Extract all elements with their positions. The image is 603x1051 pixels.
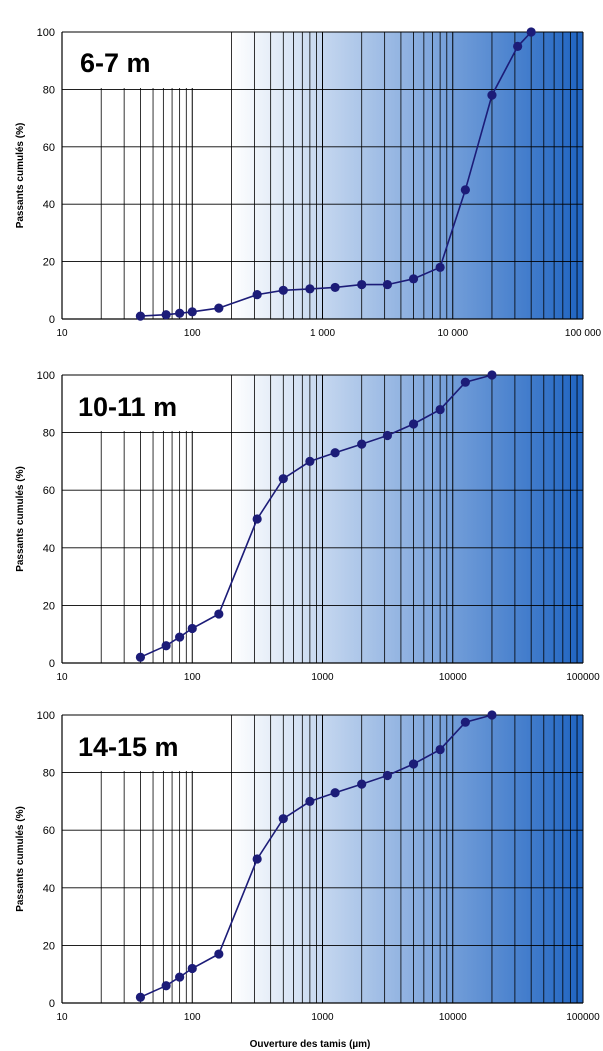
- y-tick-label: 80: [43, 84, 55, 96]
- data-point: [252, 514, 262, 524]
- data-point: [161, 641, 171, 651]
- data-point: [305, 284, 315, 294]
- x-tick-label: 10: [56, 328, 68, 339]
- data-point: [305, 456, 315, 466]
- y-tick-label: 60: [43, 485, 55, 497]
- data-point: [278, 814, 288, 824]
- data-point: [252, 290, 262, 300]
- depth-label: 14-15 m: [78, 732, 179, 762]
- x-tick-label: 10000: [439, 672, 467, 683]
- data-point: [408, 759, 419, 769]
- data-point: [408, 419, 419, 429]
- data-point: [357, 779, 367, 789]
- data-point: [305, 796, 315, 807]
- x-tick-label: 100: [184, 328, 201, 339]
- y-tick-label: 40: [43, 199, 55, 211]
- depth-label-box: [62, 33, 193, 88]
- data-point: [382, 430, 393, 441]
- data-point: [214, 609, 224, 619]
- y-tick-label: 100: [37, 370, 55, 382]
- data-point: [187, 963, 197, 974]
- y-tick-label: 0: [49, 998, 55, 1010]
- y-tick-label: 100: [37, 710, 55, 722]
- data-point: [487, 90, 497, 100]
- data-point: [526, 27, 536, 37]
- data-point: [330, 788, 340, 798]
- y-tick-label: 40: [43, 543, 55, 555]
- depth-label-box: [62, 716, 212, 771]
- x-tick-label: 100: [184, 672, 201, 683]
- chart-panel-2: 0 20 40 60 80 100 10 100 1000 10000 100000 Passants…: [15, 370, 600, 683]
- y-tick-label: 0: [49, 314, 55, 326]
- data-point: [135, 311, 146, 321]
- y-axis-label: Passants cumulés (%): [15, 123, 26, 229]
- x-tick-label: 1 000: [310, 328, 335, 339]
- data-point: [357, 439, 367, 449]
- data-point: [214, 949, 224, 959]
- data-point: [330, 282, 340, 293]
- data-point: [460, 717, 470, 727]
- data-point: [135, 652, 146, 662]
- x-tick-label: 100000: [566, 1012, 600, 1023]
- y-tick-label: 20: [43, 940, 55, 952]
- y-tick-label: 40: [43, 883, 55, 895]
- data-point: [435, 744, 445, 755]
- data-point: [161, 310, 171, 320]
- y-tick-label: 60: [43, 825, 55, 837]
- data-point: [460, 377, 470, 387]
- data-point: [382, 770, 393, 781]
- y-axis-label: Passants cumulés (%): [15, 806, 26, 912]
- x-tick-label: 100: [184, 1012, 201, 1023]
- x-tick-label: 100000: [566, 672, 600, 683]
- depth-label-box: [62, 376, 210, 431]
- data-point: [161, 981, 171, 991]
- data-point: [513, 41, 523, 51]
- chart-panel-3: 0 20 40 60 80 100 10 100 1000 10000 100000 Passants…: [15, 710, 600, 1050]
- y-tick-label: 100: [37, 27, 55, 39]
- y-tick-label: 60: [43, 142, 55, 154]
- data-point: [278, 285, 288, 295]
- x-tick-label: 10000: [439, 1012, 467, 1023]
- data-point: [252, 854, 262, 864]
- data-point: [435, 404, 445, 415]
- x-tick-label: 100 000: [565, 328, 602, 339]
- x-tick-label: 1000: [311, 672, 334, 683]
- data-point: [487, 710, 497, 720]
- data-point: [408, 274, 419, 284]
- data-point: [175, 632, 185, 642]
- y-tick-label: 20: [43, 600, 55, 612]
- data-point: [278, 474, 288, 484]
- x-tick-label: 1000: [311, 1012, 334, 1023]
- x-axis-label: Ouverture des tamis (µm): [250, 1039, 371, 1050]
- x-tick-label: 10: [56, 1012, 68, 1023]
- data-point: [175, 972, 185, 982]
- y-tick-label: 80: [43, 428, 55, 440]
- data-point: [330, 448, 340, 458]
- y-tick-label: 0: [49, 658, 55, 670]
- data-point: [487, 370, 497, 380]
- chart-panel-1: 0 20 40 60 80 100 10 100 1 000 10 000 100 000 Passa…: [15, 27, 602, 339]
- plot-background: [231, 715, 583, 1003]
- y-tick-label: 20: [43, 257, 55, 269]
- data-point: [187, 623, 197, 634]
- y-tick-label: 80: [43, 768, 55, 780]
- data-point: [382, 279, 393, 290]
- x-tick-label: 10 000: [437, 328, 468, 339]
- depth-label: 6-7 m: [80, 48, 151, 78]
- data-point: [187, 307, 197, 317]
- data-point: [357, 279, 367, 290]
- x-tick-label: 10: [56, 672, 68, 683]
- data-point: [175, 308, 185, 318]
- depth-label: 10-11 m: [78, 392, 177, 422]
- y-axis-label: Passants cumulés (%): [15, 466, 26, 572]
- data-point: [435, 262, 445, 272]
- plot-background: [231, 32, 583, 319]
- data-point: [135, 992, 146, 1002]
- data-point: [214, 303, 224, 313]
- data-point: [460, 185, 470, 195]
- plot-background: [231, 375, 583, 663]
